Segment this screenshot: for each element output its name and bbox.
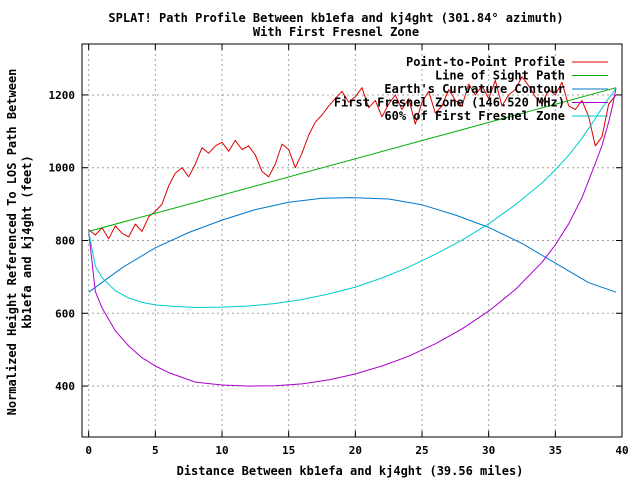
series-first-fresnel-zone-146-520-mhz bbox=[88, 87, 617, 387]
legend-label: 60% of First Fresnel Zone bbox=[384, 109, 565, 123]
y-tick-label: 400 bbox=[55, 380, 75, 393]
chart-subtitle: With First Fresnel Zone bbox=[253, 25, 419, 39]
x-tick-label: 30 bbox=[482, 444, 495, 457]
y-tick-label: 600 bbox=[55, 307, 75, 320]
series-line-of-sight-path bbox=[88, 87, 617, 232]
x-tick-label: 40 bbox=[615, 444, 628, 457]
x-tick-label: 15 bbox=[282, 444, 295, 457]
series-point-to-point-profile bbox=[88, 76, 617, 240]
x-tick-label: 10 bbox=[215, 444, 228, 457]
x-tick-label: 25 bbox=[415, 444, 428, 457]
x-axis-label: Distance Between kb1efa and kj4ght (39.5… bbox=[177, 464, 524, 478]
axis-ticks: 0 5 10 15 20 25 30 35 40 400 600 800 1000 1200 bbox=[49, 44, 629, 457]
y-axis-label-line1: Normalized Height Referenced To LOS Path… bbox=[5, 69, 19, 416]
legend-label: First Fresnel Zone (146.520 MHz) bbox=[334, 96, 565, 110]
y-tick-label: 1000 bbox=[49, 162, 76, 175]
x-tick-label: 5 bbox=[152, 444, 159, 457]
y-tick-label: 1200 bbox=[49, 89, 76, 102]
legend-label: Line of Sight Path bbox=[435, 69, 565, 83]
x-tick-label: 35 bbox=[549, 444, 562, 457]
series-layer bbox=[88, 76, 617, 387]
x-tick-label: 0 bbox=[85, 444, 92, 457]
legend-label: Point-to-Point Profile bbox=[406, 55, 565, 69]
y-axis-label-line2: kb1efa and kj4ght (feet) bbox=[20, 155, 34, 328]
series-60-of-first-fresnel-zone bbox=[88, 87, 617, 308]
series-earth-s-curvature-contour bbox=[88, 197, 617, 293]
y-tick-label: 800 bbox=[55, 235, 75, 248]
x-tick-label: 20 bbox=[349, 444, 362, 457]
legend-label: Earth's Curvature Contour bbox=[384, 82, 565, 96]
chart-title: SPLAT! Path Profile Between kb1efa and k… bbox=[108, 11, 563, 25]
plot-border bbox=[81, 43, 623, 438]
